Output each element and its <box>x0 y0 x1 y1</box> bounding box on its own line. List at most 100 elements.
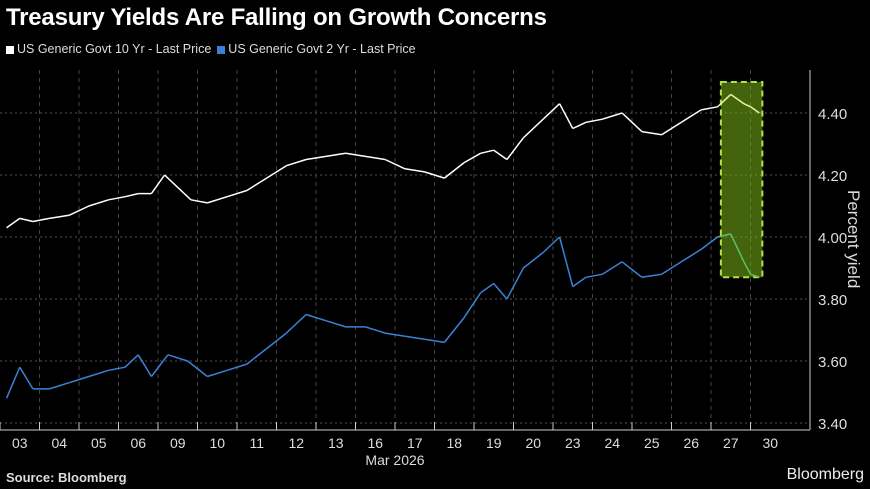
x-tick-label: 09 <box>170 435 186 451</box>
series-10yr-segment <box>680 109 702 123</box>
series-10yr-segment <box>424 171 445 179</box>
series-10yr-segment <box>493 149 508 161</box>
series-2yr-segment <box>621 261 643 278</box>
chart-title: Treasury Yields Are Falling on Growth Co… <box>6 4 547 31</box>
series-10yr-segment <box>306 155 326 161</box>
series-2yr-segment <box>19 366 34 390</box>
series-2yr-segment <box>493 283 508 300</box>
series-10yr-segment <box>542 103 561 120</box>
x-tick-label: 18 <box>446 435 462 451</box>
series-10yr-segment <box>108 195 126 201</box>
series-10yr-segment <box>207 195 228 204</box>
series-2yr-segment <box>325 319 346 328</box>
series-2yr-segment <box>124 354 139 368</box>
x-tick-label: 03 <box>12 435 28 451</box>
series-10yr-segment <box>266 165 287 179</box>
legend-swatch <box>217 45 226 54</box>
series-10yr-segment <box>49 214 70 220</box>
x-tick-label: 05 <box>91 435 107 451</box>
series-2yr-segment <box>207 369 228 378</box>
series-2yr-segment <box>305 313 327 322</box>
series-10yr-segment <box>68 205 90 216</box>
series-10yr-segment <box>743 103 751 108</box>
series-2yr-segment <box>88 369 109 378</box>
x-tick-label: 19 <box>486 435 502 451</box>
series-2yr-segment <box>750 273 760 279</box>
series-10yr-segment <box>730 93 745 105</box>
series-2yr-segment <box>404 335 425 341</box>
x-tick-label: 06 <box>130 435 146 451</box>
series-10yr-segment <box>621 112 643 133</box>
series-10yr-segment <box>602 112 623 120</box>
legend-item-2yr: US Generic Govt 2 Yr - Last Price <box>217 42 416 56</box>
x-tick-label: 11 <box>249 435 264 451</box>
y-tick-label: 3.60 <box>818 354 847 371</box>
series-2yr-segment <box>187 360 208 378</box>
series-2yr-segment <box>385 332 405 337</box>
x-tick-label: 25 <box>644 435 660 451</box>
legend-item-10yr: US Generic Govt 10 Yr - Last Price <box>6 42 211 56</box>
series-2yr-segment <box>641 273 662 279</box>
legend-label: US Generic Govt 10 Yr - Last Price <box>17 42 212 56</box>
series-10yr-segment <box>19 217 34 223</box>
series-10yr-segment <box>32 217 50 223</box>
series-10yr-segment <box>88 199 109 207</box>
series-10yr-segment <box>463 152 481 164</box>
legend-swatch <box>6 45 14 54</box>
y-tick-label: 4.20 <box>818 168 847 185</box>
x-axis-label: Mar 2026 <box>365 452 424 468</box>
series-10yr-segment <box>522 118 544 139</box>
series-10yr-segment <box>480 149 494 155</box>
series-2yr-segment <box>443 317 465 343</box>
series-10yr-segment <box>164 174 179 188</box>
series-2yr-segment <box>558 236 574 287</box>
series-10yr-segment <box>661 121 682 136</box>
y-axis-label: Percent yield <box>844 190 863 288</box>
series-2yr-segment <box>661 261 682 275</box>
series-2yr-segment <box>68 375 90 384</box>
series-2yr-segment <box>137 354 153 377</box>
x-tick-label: 13 <box>328 435 344 451</box>
series-10yr-segment <box>558 103 574 129</box>
series-2yr-segment <box>463 292 482 319</box>
series-10yr-segment <box>177 186 192 201</box>
series-10yr-segment <box>443 162 465 179</box>
x-tick-label: 10 <box>209 435 225 451</box>
series-10yr-segment <box>124 192 139 198</box>
series-10yr-segment <box>700 106 718 111</box>
series-10yr-segment <box>750 106 760 114</box>
series-10yr-segment <box>246 177 268 192</box>
series-2yr-segment <box>365 326 386 334</box>
legend: US Generic Govt 10 Yr - Last Price US Ge… <box>6 42 416 56</box>
series-2yr-segment <box>167 354 188 362</box>
x-tick-label: 23 <box>565 435 581 451</box>
series-2yr-segment <box>680 248 702 263</box>
series-10yr-segment <box>325 152 346 158</box>
series-2yr-segment <box>108 366 126 372</box>
x-tick-label: 04 <box>51 435 67 451</box>
series-2yr-segment <box>246 348 268 365</box>
series-10yr-segment <box>404 168 425 173</box>
x-tick-label: 27 <box>723 435 739 451</box>
series-10yr-segment <box>226 189 248 198</box>
series-2yr-segment <box>522 251 544 269</box>
series-10yr-segment <box>286 158 307 167</box>
bloomberg-logo: Bloomberg <box>786 466 864 483</box>
series-2yr-segment <box>150 354 169 377</box>
x-tick-label: 12 <box>288 435 304 451</box>
series-2yr-segment <box>585 273 603 279</box>
series-2yr-segment <box>285 313 307 334</box>
y-tick-label: 4.00 <box>818 230 847 247</box>
series-2yr-segment <box>601 261 623 275</box>
x-tick-label: 17 <box>407 435 423 451</box>
series-2yr-segment <box>700 236 719 250</box>
series-2yr-segment <box>5 366 21 399</box>
series-2yr-segment <box>743 261 752 275</box>
y-tick-label: 3.40 <box>818 416 847 433</box>
x-tick-label: 20 <box>525 435 541 451</box>
highlight-box <box>719 81 764 279</box>
series-10yr-segment <box>6 217 21 229</box>
series-10yr-segment <box>365 155 386 161</box>
series-2yr-segment <box>226 363 248 372</box>
